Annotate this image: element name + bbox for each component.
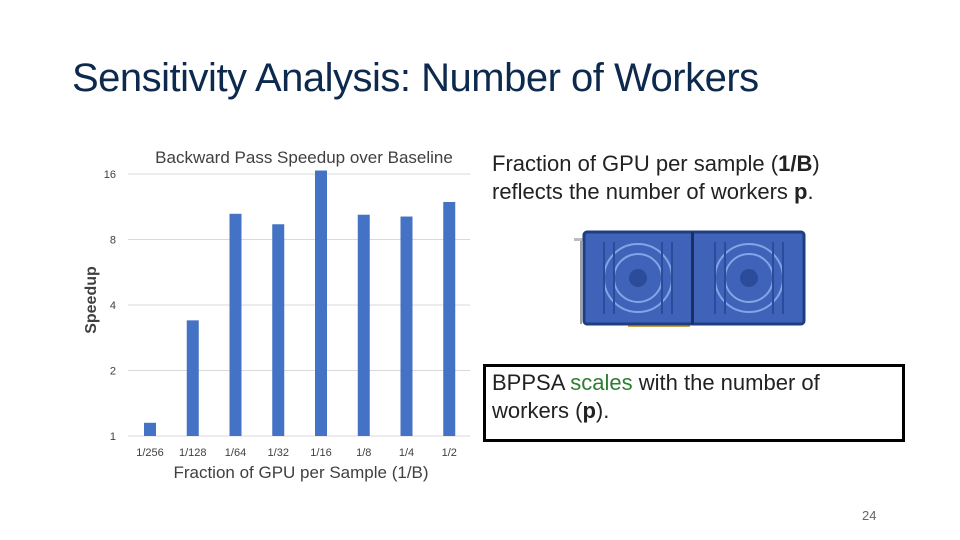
bar-1-16 <box>315 170 327 436</box>
scaling-callout: BPPSA scales with the number of workers … <box>483 364 905 442</box>
bar-1-32 <box>272 224 285 436</box>
slide-title: Sensitivity Analysis: Number of Workers <box>72 56 759 100</box>
workers-note-bold-p: p <box>794 179 808 204</box>
bar-1-256 <box>144 422 156 436</box>
bar-1-4 <box>400 216 413 436</box>
workers-note-text-3: . <box>807 179 814 204</box>
x-tick-label-1-2: 1/2 <box>442 447 457 459</box>
chart-gridlines <box>128 173 470 437</box>
x-tick-label-1-4: 1/4 <box>399 447 414 459</box>
scaling-callout-text-2: with the number of workers ( <box>492 370 820 423</box>
workers-note-text-2: ) reflects the number of workers <box>492 151 820 204</box>
y-tick-label-1: 1 <box>110 431 116 443</box>
chart-y-axis-label: Speedup <box>83 266 100 334</box>
x-tick-label-1-16: 1/16 <box>310 447 331 459</box>
bar-1-128 <box>186 320 199 436</box>
chart-y-tick-labels: 1 2 4 8 16 <box>104 169 116 443</box>
scaling-callout-text-1: BPPSA <box>492 370 571 395</box>
y-tick-label-2: 2 <box>110 366 116 378</box>
workers-note: Fraction of GPU per sample (1/B) reflect… <box>492 150 892 206</box>
x-tick-label-1-64: 1/64 <box>225 447 246 459</box>
scaling-callout-bold-p: p <box>582 398 596 423</box>
chart-x-tick-labels: 1/256 1/128 1/64 1/32 1/16 1/8 1/4 1/2 <box>136 447 457 459</box>
y-tick-label-8: 8 <box>110 235 116 247</box>
scaling-callout-text-3: ). <box>595 398 610 423</box>
workers-note-text-1: Fraction of GPU per sample ( <box>492 151 779 176</box>
bar-1-8 <box>357 214 370 436</box>
gpu-card-image <box>574 228 806 328</box>
page-number: 24 <box>862 508 877 523</box>
x-tick-label-1-32: 1/32 <box>268 447 289 459</box>
chart-title: Backward Pass Speedup over Baseline <box>155 148 453 167</box>
bar-1-2 <box>443 201 456 436</box>
chart-x-axis-label: Fraction of GPU per Sample (1/B) <box>173 463 428 482</box>
x-tick-label-1-128: 1/128 <box>179 447 207 459</box>
x-tick-label-1-8: 1/8 <box>356 447 371 459</box>
workers-note-bold-1b: 1/B <box>778 151 813 176</box>
scaling-callout-accent: scales <box>570 370 633 395</box>
y-tick-label-4: 4 <box>110 300 116 312</box>
x-tick-label-1-256: 1/256 <box>136 447 164 459</box>
chart-bars <box>144 170 456 436</box>
bar-1-64 <box>229 213 242 436</box>
y-tick-label-16: 16 <box>104 169 116 181</box>
